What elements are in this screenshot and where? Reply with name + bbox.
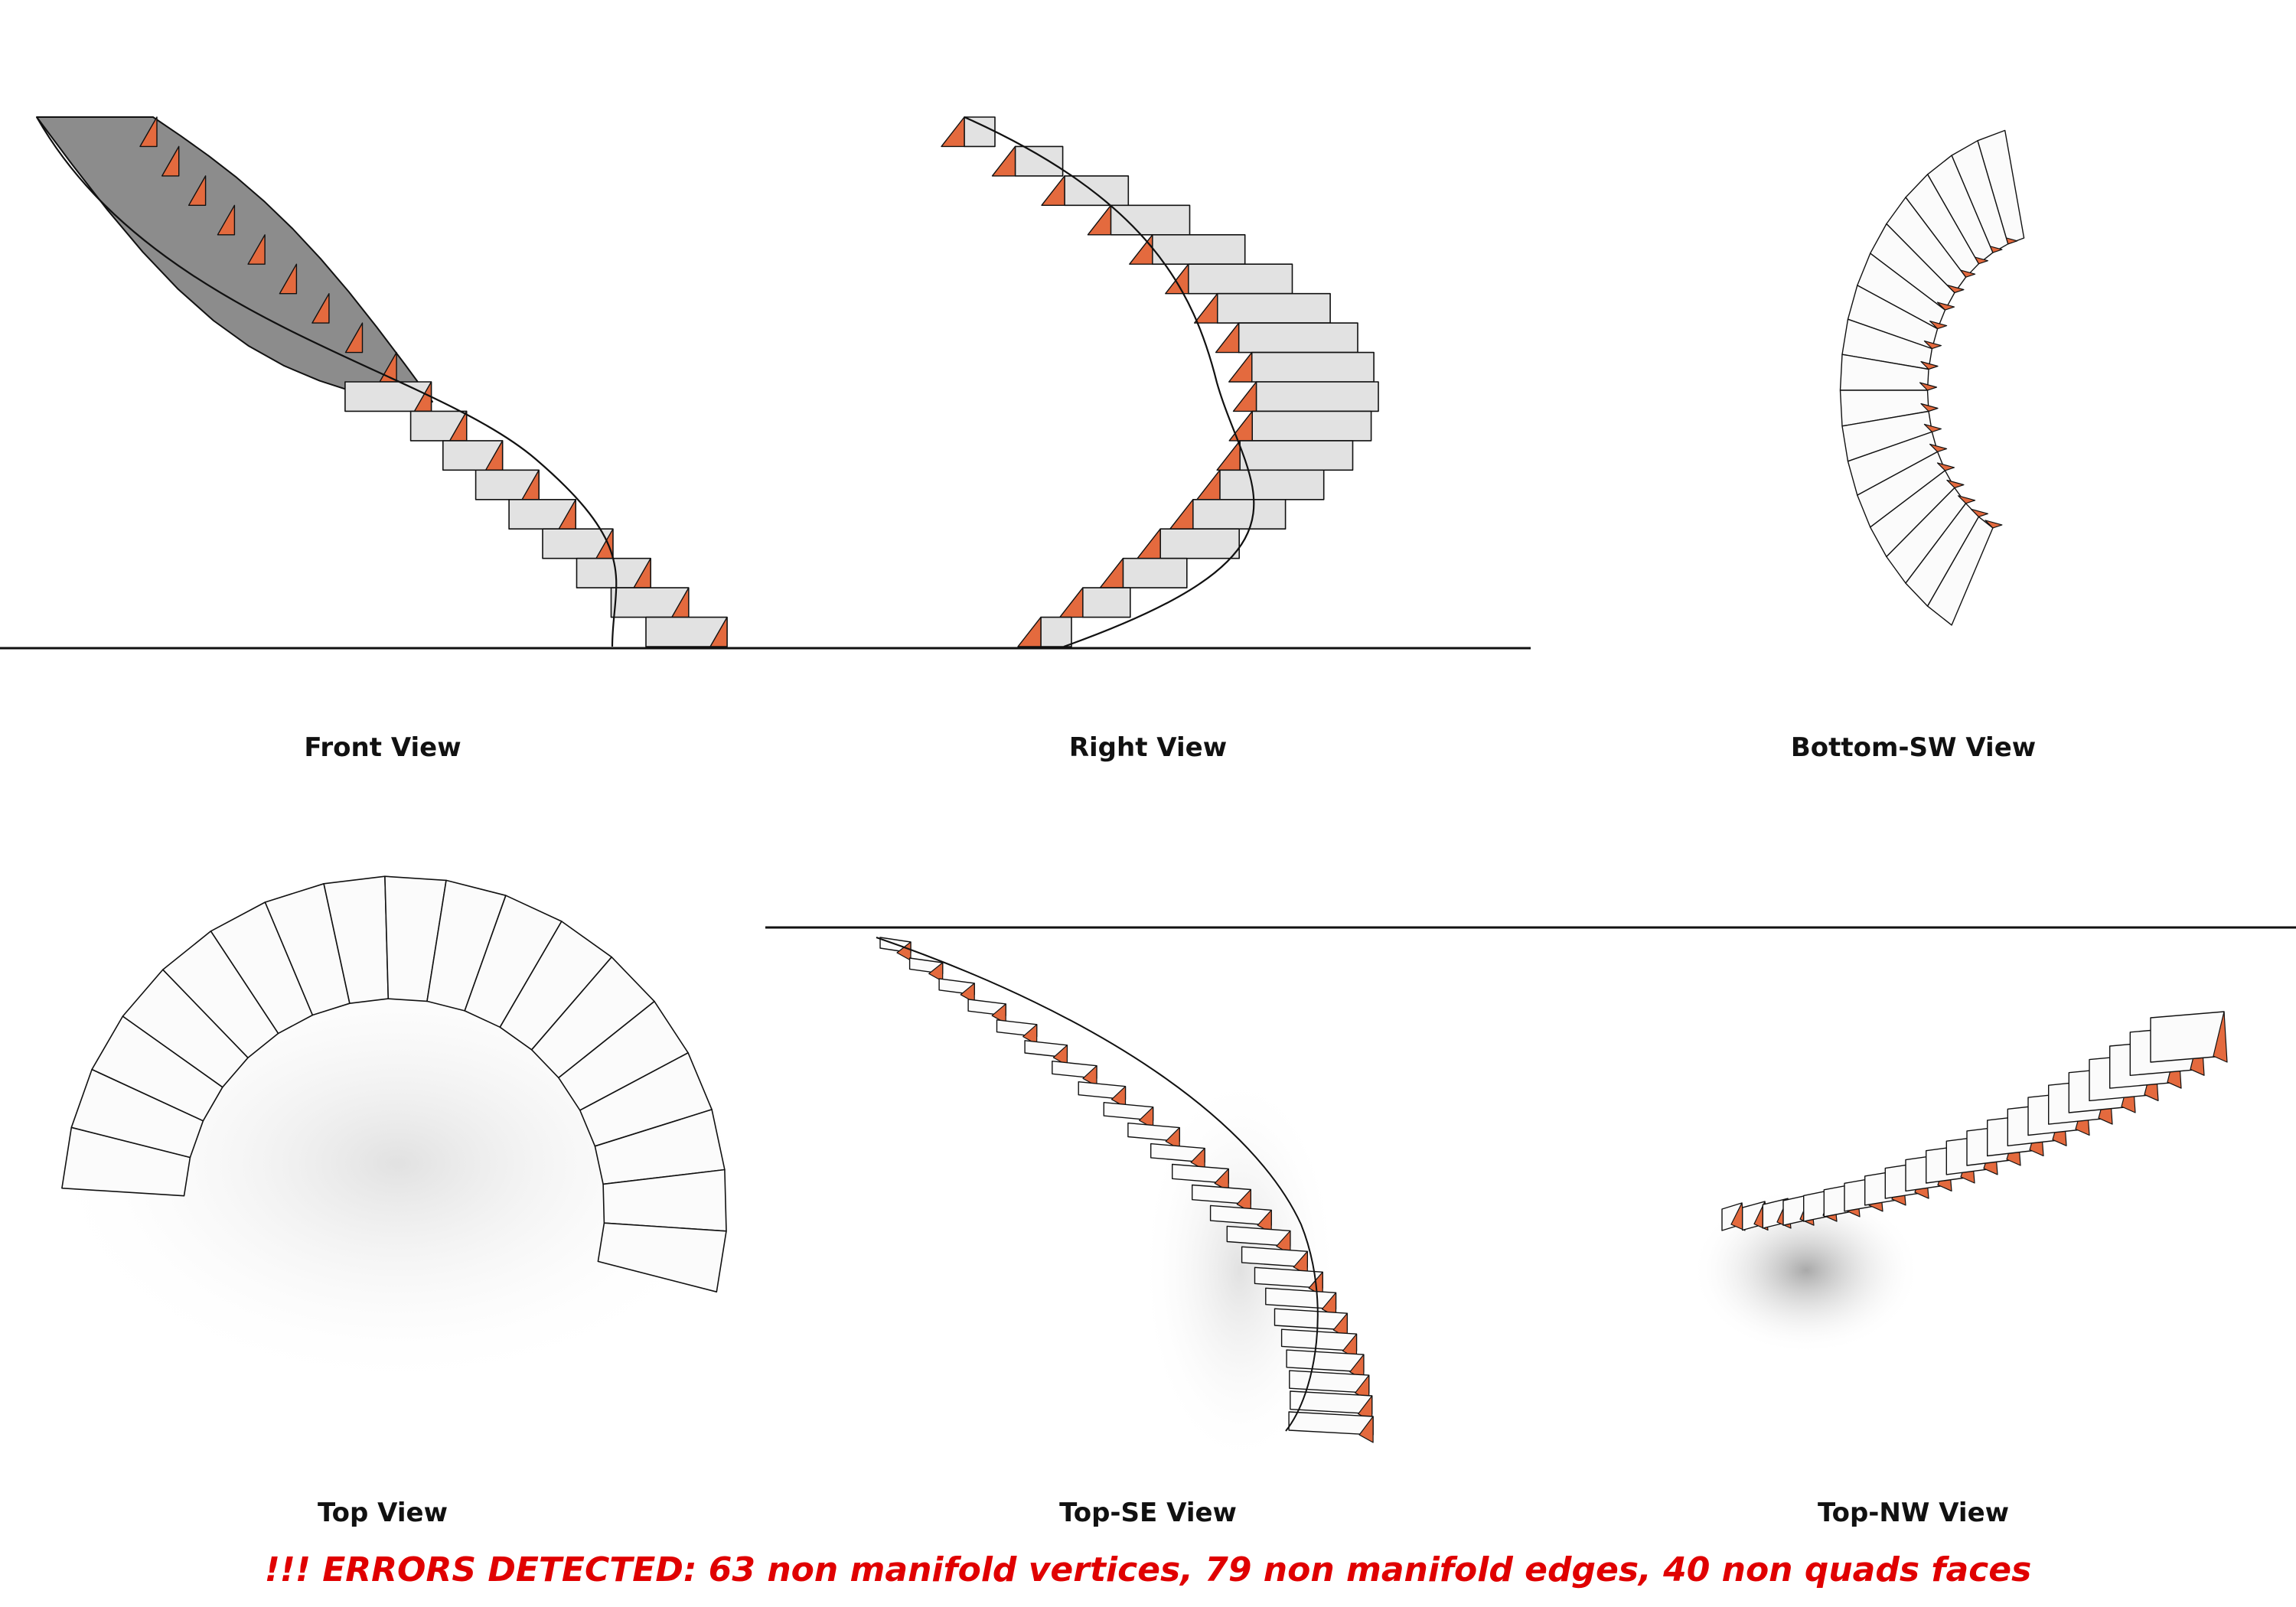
stair-riser-side: [1196, 469, 1221, 500]
stair-riser-side: [1970, 508, 1988, 517]
stair-tread: [1082, 587, 1131, 618]
front-view-label: Front View: [304, 732, 461, 763]
stair-riser-side: [1129, 234, 1153, 265]
stair-tread: [1110, 204, 1191, 236]
stair-tread: [1219, 469, 1325, 500]
stair-tread: [1216, 292, 1331, 324]
stair-riser-side: [1110, 1086, 1127, 1108]
stair-riser-side: [1919, 382, 1938, 391]
stair-riser-side: [1923, 341, 1942, 350]
stair-tread: [1188, 263, 1293, 295]
stringer-curve: [964, 116, 1255, 648]
stair-riser-side: [1216, 440, 1241, 471]
stair-riser-side: [1165, 263, 1189, 295]
stringer-curve: [36, 116, 618, 647]
bottom-sw-view-render: [1839, 129, 2025, 626]
right-view-render: [941, 116, 1379, 648]
stair-riser-side: [1137, 528, 1161, 559]
stair-riser-side: [217, 204, 236, 236]
underside-surface: [36, 116, 433, 403]
stair-tread: [1239, 440, 1354, 471]
stair-riser-side: [1041, 175, 1065, 206]
error-banner: !!! ERRORS DETECTED: 63 non manifold ver…: [265, 1550, 2032, 1589]
stair-underside: [1926, 516, 1994, 626]
top-nw-view-label: Top-NW View: [1818, 1498, 2009, 1528]
right-view-label: Right View: [1069, 732, 1227, 763]
stair-riser-side: [161, 145, 180, 177]
stair-riser-side: [1358, 1416, 1374, 1443]
stair-riser-side: [1099, 558, 1124, 588]
stair-tread: [1251, 351, 1375, 383]
stair-riser-side: [1022, 1024, 1038, 1045]
stair-riser-side: [1985, 520, 2003, 529]
stair-riser-side: [1929, 321, 1948, 330]
stair-riser-side: [1923, 423, 1942, 433]
stair-riser-side: [1228, 351, 1253, 383]
stair-riser-side: [1052, 1045, 1068, 1066]
stair-riser-side: [1193, 293, 1218, 324]
stair-tread: [964, 116, 996, 148]
stair-tread: [1159, 528, 1240, 559]
stair-riser-side: [1169, 499, 1194, 530]
stair-riser-side: [1929, 443, 1948, 453]
top-view-label: Top View: [318, 1498, 448, 1528]
top-se-view-render: [876, 937, 1374, 1469]
top-view-render: [38, 875, 758, 1393]
stair-riser-side: [709, 616, 728, 647]
stair-riser-side: [991, 1003, 1006, 1024]
stair-riser-side: [1082, 1065, 1097, 1087]
stair-riser-side: [247, 234, 266, 265]
stringer-curve: [876, 937, 1319, 1432]
stair-tread: [1040, 616, 1072, 647]
stair-riser-side: [1946, 479, 1965, 489]
stair-tread: [1152, 233, 1246, 266]
stair-riser-side: [1087, 204, 1112, 236]
stair-riser-side: [1936, 462, 1955, 471]
stair-riser-side: [1936, 302, 1955, 311]
stair-tread: [1288, 1411, 1374, 1436]
stair-riser-side: [991, 145, 1016, 177]
stair-riser-side: [311, 293, 330, 324]
stair-tread: [1255, 381, 1379, 412]
stair-riser-side: [1232, 381, 1257, 412]
stair-tread: [1251, 410, 1372, 442]
stair-tread: [1122, 557, 1188, 588]
top-nw-view-render: [1691, 1011, 2228, 1354]
stair-riser-side: [960, 983, 975, 1003]
stair-riser-side: [1215, 322, 1240, 354]
stair-riser-side: [2213, 1011, 2228, 1063]
stair-tread: [1238, 322, 1358, 354]
stair-riser-side: [941, 116, 965, 148]
stair-riser-side: [279, 263, 298, 295]
stair-tread: [597, 1222, 727, 1292]
stair-riser-side: [1920, 360, 1939, 370]
stair-riser-side: [1059, 587, 1084, 618]
stair-riser-side: [1920, 403, 1939, 412]
stair-riser-side: [188, 175, 207, 206]
stair-tread: [2150, 1011, 2225, 1063]
bottom-sw-view-label: Bottom-SW View: [1791, 732, 2036, 763]
stair-riser-side: [1958, 495, 1976, 504]
front-view-render: [36, 116, 728, 647]
stair-riser-side: [1017, 616, 1042, 647]
stair-riser-side: [928, 962, 944, 983]
stair-tread: [1192, 498, 1287, 530]
stair-riser-side: [139, 116, 158, 148]
top-se-view-label: Top-SE View: [1059, 1498, 1237, 1528]
stair-tread: [1064, 175, 1130, 207]
stair-tread: [1014, 145, 1064, 177]
stair-riser-side: [344, 322, 364, 354]
